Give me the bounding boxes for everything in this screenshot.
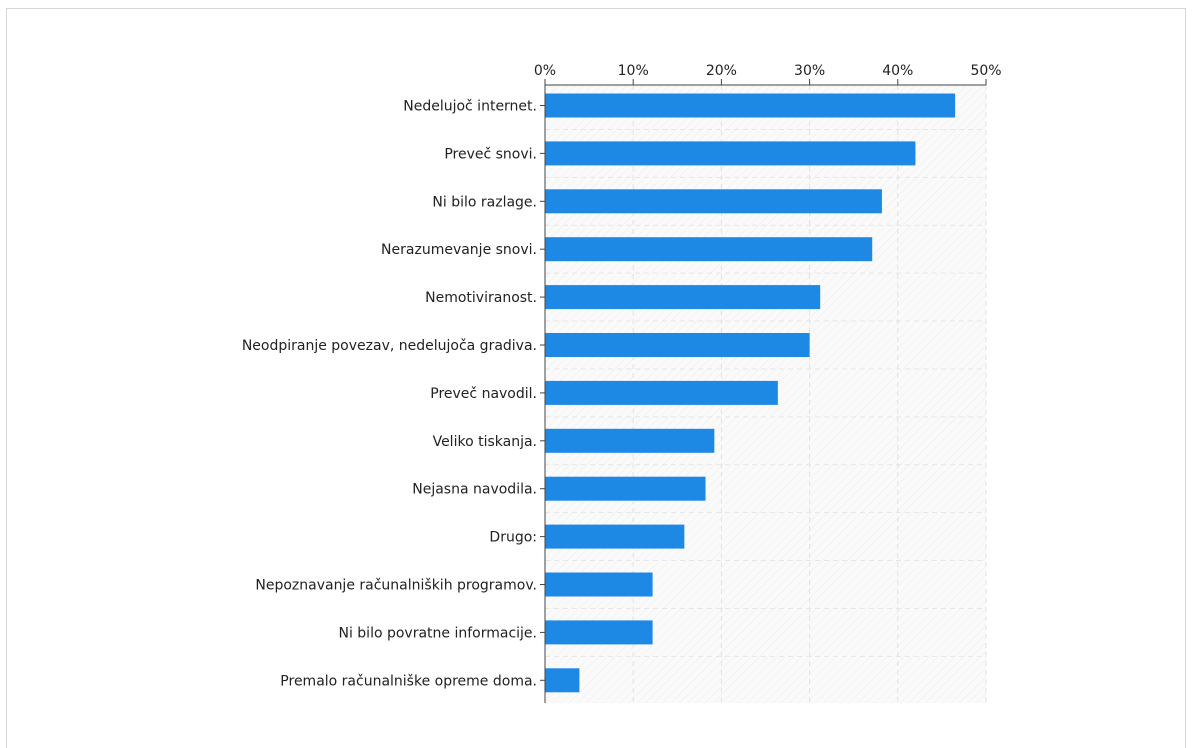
bar bbox=[545, 141, 916, 166]
x-tick-label: 0% bbox=[534, 63, 556, 79]
category-label: Ni bilo povratne informacije. bbox=[338, 625, 537, 641]
bar bbox=[545, 668, 580, 693]
category-label: Nejasna navodila. bbox=[412, 482, 537, 498]
bar bbox=[545, 524, 685, 549]
category-label: Veliko tiskanja. bbox=[433, 434, 537, 450]
bar bbox=[545, 93, 956, 118]
bars bbox=[545, 93, 956, 693]
x-tick-label: 50% bbox=[970, 63, 1001, 79]
bar bbox=[545, 285, 821, 310]
chart-frame: 0% 10% 20% 30% 40% 50% Nedelujoč internet. Prev… bbox=[6, 8, 1186, 748]
category-label: Preveč snovi. bbox=[444, 146, 537, 162]
category-label: Nerazumevanje snovi. bbox=[381, 242, 537, 258]
bar bbox=[545, 189, 882, 214]
category-label: Premalo računalniške opreme doma. bbox=[280, 673, 537, 689]
axes bbox=[540, 79, 987, 703]
category-label: Preveč navodil. bbox=[430, 386, 537, 402]
gridlines bbox=[545, 85, 987, 703]
labels: 0% 10% 20% 30% 40% 50% Nedelujoč internet. Prev… bbox=[242, 63, 1002, 689]
bar bbox=[545, 333, 810, 357]
x-tick-label: 20% bbox=[706, 63, 737, 79]
x-tick-label: 30% bbox=[794, 63, 825, 79]
category-label: Neodpiranje povezav, nedelujoča gradiva. bbox=[242, 338, 537, 354]
bar bbox=[545, 237, 873, 262]
bar bbox=[545, 476, 706, 501]
bar bbox=[545, 428, 715, 453]
x-tick-label: 10% bbox=[618, 63, 649, 79]
category-label: Ni bilo razlage. bbox=[432, 194, 537, 210]
bar bbox=[545, 380, 778, 405]
bar bbox=[545, 572, 653, 597]
x-tick-label: 40% bbox=[882, 63, 913, 79]
category-label: Nemotiviranost. bbox=[425, 290, 537, 306]
category-label: Drugo: bbox=[489, 530, 537, 546]
category-label: Nepoznavanje računalniških programov. bbox=[255, 578, 537, 594]
category-label: Nedelujoč internet. bbox=[403, 99, 537, 115]
bar bbox=[545, 620, 653, 645]
bar-chart: 0% 10% 20% 30% 40% 50% Nedelujoč internet. Prev… bbox=[242, 63, 1002, 703]
